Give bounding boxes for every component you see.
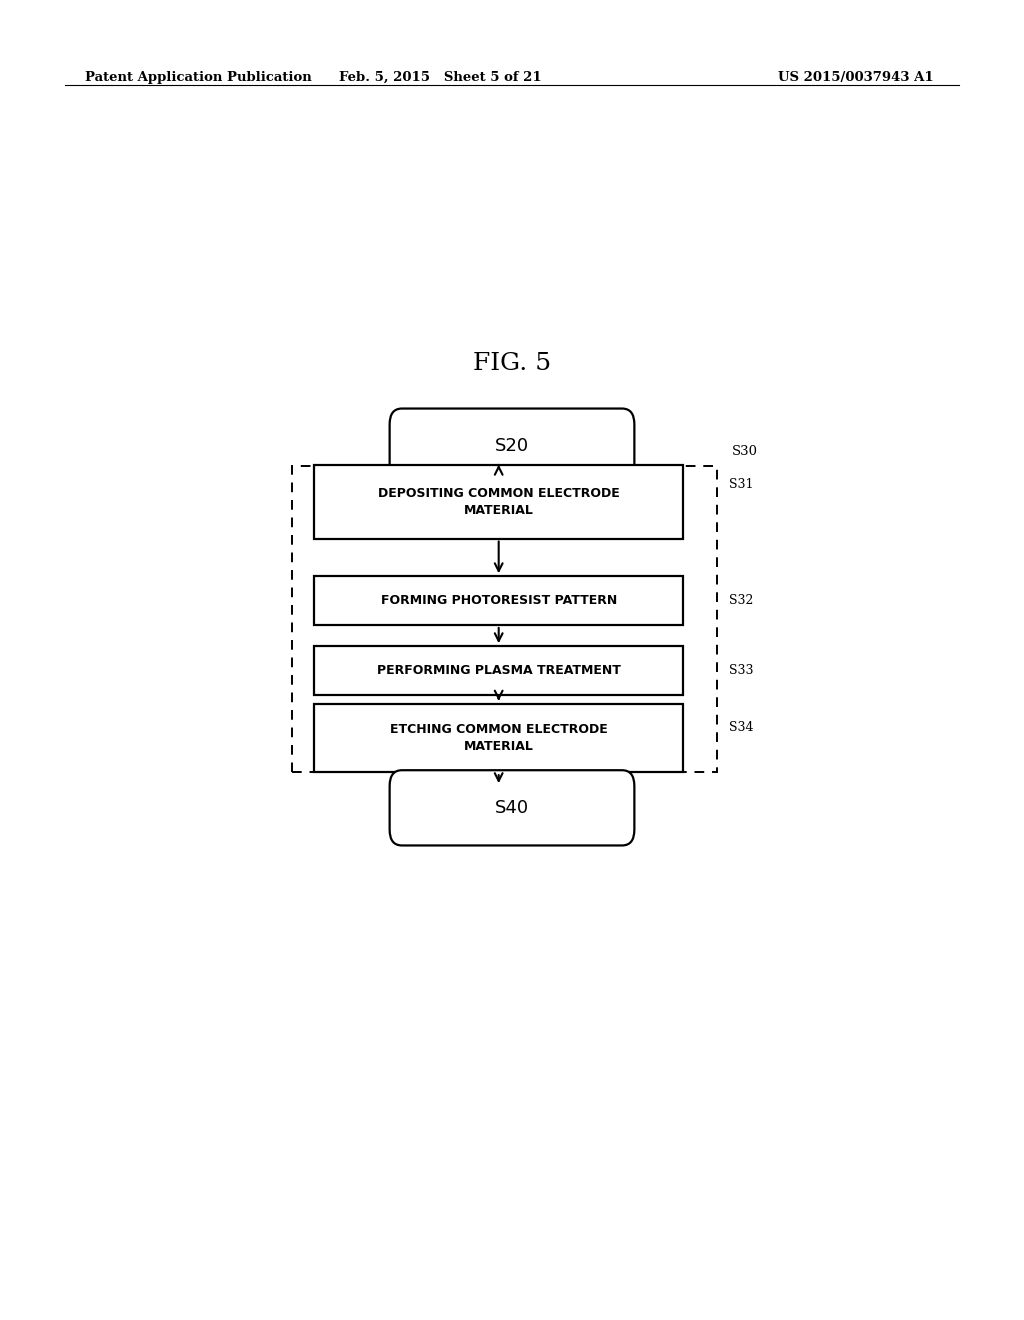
Text: US 2015/0037943 A1: US 2015/0037943 A1 [778, 71, 934, 83]
Text: PERFORMING PLASMA TREATMENT: PERFORMING PLASMA TREATMENT [377, 664, 621, 677]
Bar [314, 576, 683, 624]
FancyBboxPatch shape [389, 408, 634, 483]
Text: FIG. 5: FIG. 5 [473, 351, 551, 375]
Text: S34: S34 [729, 721, 754, 734]
Bar [314, 704, 683, 772]
FancyBboxPatch shape [389, 771, 634, 846]
Text: S20: S20 [495, 437, 529, 455]
Text: Feb. 5, 2015   Sheet 5 of 21: Feb. 5, 2015 Sheet 5 of 21 [339, 71, 542, 83]
Text: S40: S40 [495, 799, 529, 817]
Text: S31: S31 [729, 478, 754, 491]
Text: ETCHING COMMON ELECTRODE
MATERIAL: ETCHING COMMON ELECTRODE MATERIAL [390, 723, 607, 752]
Text: FORMING PHOTORESIST PATTERN: FORMING PHOTORESIST PATTERN [381, 594, 616, 607]
Bar [292, 466, 717, 772]
Bar [314, 465, 683, 539]
Text: S30: S30 [732, 445, 758, 458]
Text: DEPOSITING COMMON ELECTRODE
MATERIAL: DEPOSITING COMMON ELECTRODE MATERIAL [378, 487, 620, 516]
Text: S33: S33 [729, 664, 754, 677]
Bar [314, 647, 683, 694]
Text: Patent Application Publication: Patent Application Publication [85, 71, 311, 83]
Text: S32: S32 [729, 594, 754, 607]
